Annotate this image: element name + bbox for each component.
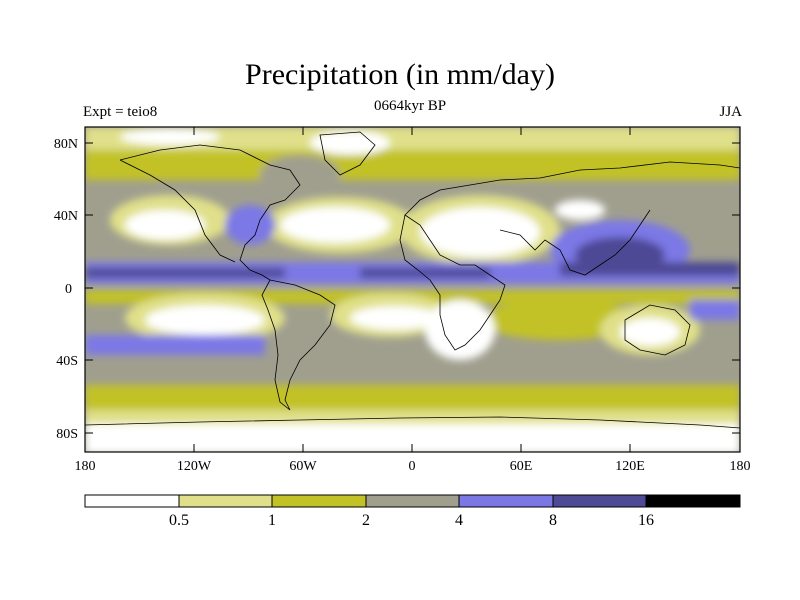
precipitation-field (85, 127, 740, 452)
colorbar-swatch-1 (178, 494, 273, 508)
lat-tick-label-40s: 40S (56, 354, 78, 369)
lon-tick-label-180e: 180 (730, 459, 751, 474)
colorbar-swatch-0 (84, 494, 180, 508)
colorbar-label-2: 2 (362, 512, 370, 529)
lat-tick-label-0: 0 (65, 282, 72, 297)
lat-tick-label-80n: 80N (54, 137, 78, 152)
season-label: JJA (719, 104, 742, 120)
colorbar-swatch-5 (552, 494, 647, 508)
colorbar-swatch-4 (458, 494, 554, 508)
lon-tick-label-60e: 60E (510, 459, 533, 474)
lat-tick-label-80s: 80S (56, 427, 78, 442)
colorbar-swatch-2 (271, 494, 367, 508)
colorbar-label-3: 4 (455, 512, 463, 529)
colorbar-label-5: 16 (638, 512, 654, 529)
lon-tick-label-120w: 120W (177, 459, 212, 474)
colorbar-label-1: 1 (268, 512, 276, 529)
lon-tick-label-180w: 180 (75, 459, 96, 474)
colorbar-swatch-3 (365, 494, 460, 508)
lon-tick-label-0: 0 (409, 459, 416, 474)
lat-tick-label-40n: 40N (54, 209, 78, 224)
lon-tick-label-120e: 120E (615, 459, 645, 474)
coastlines (85, 131, 740, 429)
colorbar-swatch-6 (645, 494, 741, 508)
map-title: Precipitation (in mm/day) (245, 58, 555, 91)
tick-marks (85, 127, 740, 452)
lon-tick-label-60w: 60W (289, 459, 317, 474)
period-label: 0664kyr BP (373, 98, 447, 114)
colorbar: 0.5 1 2 4 8 16 (84, 494, 741, 529)
colorbar-label-4: 8 (549, 512, 557, 529)
experiment-label: Expt = teio8 (83, 104, 158, 120)
colorbar-label-0: 0.5 (169, 512, 189, 529)
